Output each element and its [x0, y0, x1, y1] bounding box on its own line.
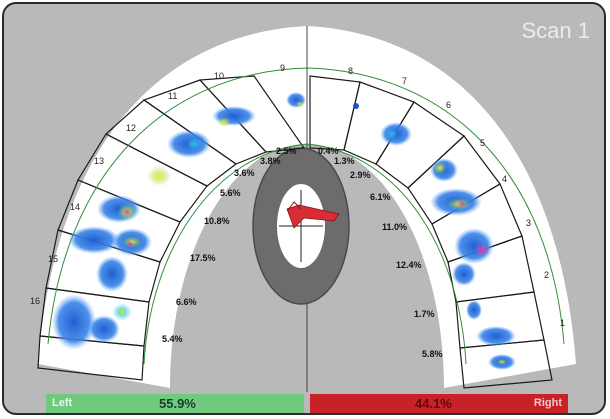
tooth-6: 6: [446, 100, 451, 110]
tooth-16: 16: [30, 296, 40, 306]
tooth-1: 1: [560, 318, 565, 328]
pct-5: 6.1%: [370, 192, 391, 202]
pct-13: 10.8%: [204, 216, 230, 226]
pct-2: 1.7%: [414, 309, 435, 319]
right-percent: 44.1%: [415, 396, 452, 411]
right-balance-bar: 44.1% Right: [310, 394, 568, 413]
arch-area: [38, 26, 576, 388]
pct-3: 12.4%: [396, 260, 422, 270]
tooth-15: 15: [48, 254, 58, 264]
pct-9: 2.5%: [276, 146, 297, 156]
tooth-7: 7: [402, 76, 407, 86]
tooth-4: 4: [502, 174, 507, 184]
pct-10: 3.8%: [260, 156, 281, 166]
pct-7: 1.3%: [334, 156, 355, 166]
tooth-logo-icon: [286, 201, 340, 229]
tooth-13: 13: [94, 156, 104, 166]
left-balance-bar: Left 55.9%: [46, 394, 304, 413]
pct-1: 5.8%: [422, 349, 443, 359]
pct-14: 17.5%: [190, 253, 216, 263]
pct-6: 2.9%: [350, 170, 371, 180]
tooth-12: 12: [126, 123, 136, 133]
pct-15: 6.6%: [176, 297, 197, 307]
scan-view: 16 15 14 13 12 11 10 9 8 7 6 5 4 3 2 1 5…: [2, 2, 606, 415]
segment-percent-labels: 5.4% 6.6% 17.5% 10.8% 5.6% 3.6% 3.8% 2.5…: [162, 146, 443, 359]
pct-8: 0.4%: [318, 146, 339, 156]
pressure-heatmap-right: [353, 103, 516, 370]
pct-11: 3.6%: [234, 168, 255, 178]
left-label: Left: [52, 397, 73, 409]
tooth-9: 9: [280, 63, 285, 73]
tooth-10: 10: [214, 71, 224, 81]
left-percent: 55.9%: [159, 396, 196, 411]
dental-arch-map: 16 15 14 13 12 11 10 9 8 7 6 5 4 3 2 1 5…: [30, 26, 576, 392]
tooth-5: 5: [480, 138, 485, 148]
pct-16: 5.4%: [162, 334, 183, 344]
pct-4: 11.0%: [382, 222, 407, 232]
tooth-3: 3: [526, 218, 531, 228]
right-label: Right: [533, 397, 562, 409]
tooth-11: 11: [168, 91, 177, 101]
tooth-8: 8: [348, 66, 353, 76]
tooth-2: 2: [544, 270, 549, 280]
pressure-heatmap-left: [52, 92, 306, 350]
scan-title: Scan 1: [521, 18, 591, 43]
tooth-14: 14: [70, 202, 80, 212]
pct-12: 5.6%: [220, 188, 241, 198]
tooth-number-labels: 16 15 14 13 12 11 10 9 8 7 6 5 4 3 2 1: [30, 63, 565, 328]
